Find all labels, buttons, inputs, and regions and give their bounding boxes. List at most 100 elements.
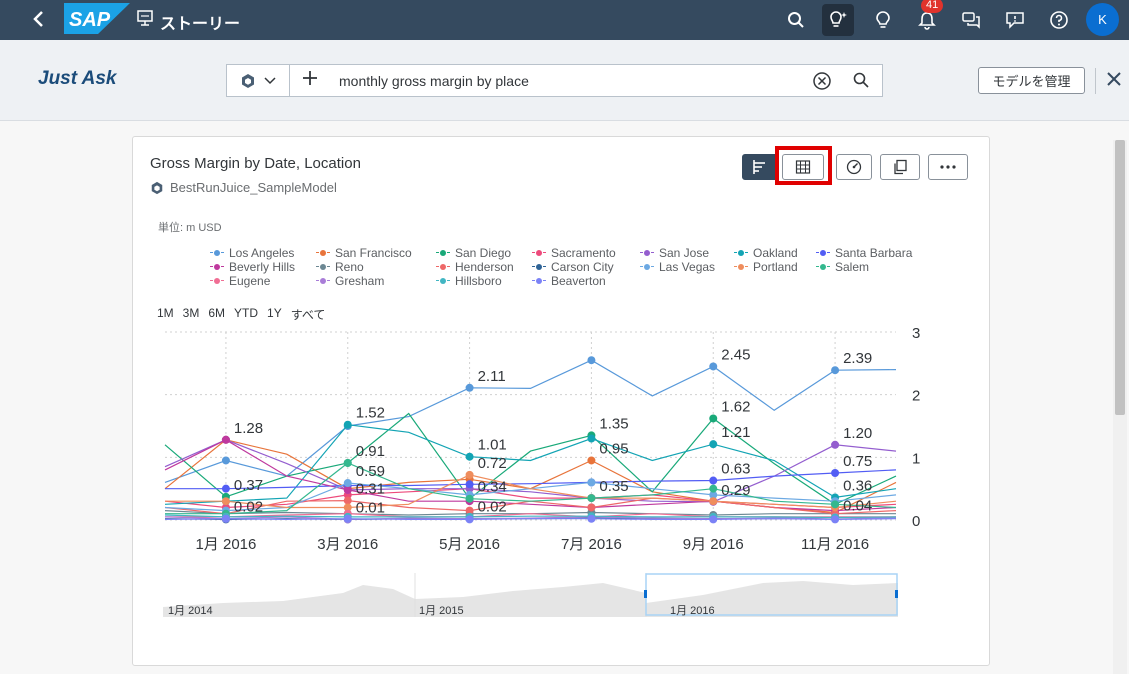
range-navigator[interactable]: 1月 2014 1月 2015 1月 2016 — [163, 573, 898, 617]
svg-text:SAP: SAP — [69, 9, 111, 31]
insights-button[interactable] — [867, 4, 899, 36]
time-range-option[interactable]: 3M — [182, 306, 200, 320]
legend-item[interactable]: San Diego — [436, 246, 511, 260]
back-button[interactable] — [26, 6, 52, 32]
search-icon — [853, 72, 869, 88]
legend-item[interactable]: Gresham — [316, 274, 384, 288]
plus-icon — [303, 71, 317, 85]
navigator-left-handle[interactable] — [644, 590, 647, 598]
model-name: BestRunJuice_SampleModel — [170, 180, 337, 195]
help-button[interactable] — [1043, 4, 1075, 36]
ask-query-input[interactable] — [339, 73, 799, 89]
legend-item[interactable]: Sacramento — [532, 246, 616, 260]
data-point — [343, 420, 352, 429]
data-label: 0.01 — [356, 499, 385, 516]
just-ask-button[interactable] — [822, 4, 854, 36]
time-range-option[interactable]: 1Y — [267, 306, 282, 320]
legend-item[interactable]: Las Vegas — [640, 260, 715, 274]
time-range-option[interactable]: 6M — [208, 306, 226, 320]
legend-marker — [436, 263, 450, 271]
legend-item[interactable]: Beverly Hills — [210, 260, 295, 274]
manage-model-button[interactable]: モデルを管理 — [978, 67, 1085, 94]
legend-label: San Jose — [659, 246, 710, 260]
legend-marker — [532, 249, 546, 257]
time-range-option[interactable]: 1M — [157, 306, 174, 320]
avatar[interactable]: K — [1086, 3, 1119, 36]
model-selector[interactable] — [227, 65, 290, 96]
legend-item[interactable]: Henderson — [436, 260, 514, 274]
sap-logo[interactable]: SAP — [64, 3, 130, 34]
feedback-button[interactable] — [999, 4, 1031, 36]
series-line — [164, 424, 897, 505]
y-tick-label: 2 — [912, 388, 920, 405]
time-range-option[interactable]: YTD — [234, 306, 259, 320]
legend-marker — [816, 249, 830, 257]
chat-icon — [962, 12, 980, 29]
series-line — [164, 518, 897, 521]
data-label: 1.35 — [599, 415, 628, 432]
data-point — [221, 497, 230, 506]
legend-item[interactable]: Portland — [734, 260, 798, 274]
notifications-button[interactable] — [911, 4, 943, 36]
data-label: 1.28 — [234, 420, 263, 437]
legend-item[interactable]: Santa Barbara — [816, 246, 912, 260]
copy-button[interactable] — [880, 154, 920, 180]
legend-item[interactable]: Hillsboro — [436, 274, 502, 288]
series-line — [164, 439, 897, 503]
scrollbar-thumb[interactable] — [1115, 140, 1125, 415]
data-label: 2.11 — [478, 368, 506, 385]
just-ask-bar: Just Ask モデルを管理 — [0, 40, 1129, 121]
table-view-button[interactable] — [782, 154, 824, 180]
legend-item[interactable]: Beaverton — [532, 274, 606, 288]
data-label: 1.01 — [478, 437, 507, 454]
chart-view-button[interactable] — [742, 154, 778, 180]
feedback-icon — [1006, 12, 1024, 29]
legend-item[interactable]: San Jose — [640, 246, 709, 260]
x-tick-label: 9月 2016 — [683, 536, 744, 553]
time-range-option[interactable]: すべて — [290, 308, 326, 322]
data-point — [587, 434, 596, 443]
navigator-label: 1月 2016 — [670, 605, 715, 617]
legend-item[interactable]: Oakland — [734, 246, 798, 260]
close-button[interactable] — [1106, 71, 1124, 89]
legend-label: Reno — [335, 260, 364, 274]
legend-label: Las Vegas — [659, 260, 716, 274]
series-line — [164, 359, 897, 483]
data-point — [465, 383, 474, 392]
legend-item[interactable]: Salem — [816, 260, 869, 274]
legend-item[interactable]: Carson City — [532, 260, 614, 274]
legend-item[interactable]: Eugene — [210, 274, 270, 288]
lightbulb-icon — [876, 11, 890, 28]
data-label: 0.37 — [234, 477, 263, 494]
shell-bar: SAP ストーリー 41 K — [0, 0, 1129, 40]
legend-item[interactable]: Los Angeles — [210, 246, 294, 260]
legend-marker — [640, 263, 654, 271]
data-point — [465, 494, 474, 503]
clear-button[interactable] — [812, 71, 832, 91]
result-card — [132, 136, 990, 666]
help-icon — [1050, 11, 1068, 29]
legend-item[interactable]: Reno — [316, 260, 364, 274]
legend-marker — [816, 263, 830, 271]
scrollbar[interactable] — [1113, 140, 1127, 674]
data-point — [343, 458, 352, 467]
navigator-right-handle[interactable] — [895, 590, 898, 598]
story-icon — [137, 10, 153, 26]
time-range-selector: 1M 3M 6M YTD 1Y すべて — [157, 306, 334, 323]
data-label: 0.59 — [356, 463, 385, 480]
smart-insights-button[interactable] — [836, 154, 872, 180]
data-point — [343, 479, 352, 488]
discussions-button[interactable] — [955, 4, 987, 36]
table-grid-icon — [795, 160, 811, 174]
legend-marker — [734, 249, 748, 257]
add-button[interactable] — [299, 69, 321, 91]
data-point — [587, 494, 596, 503]
data-label: 1.52 — [356, 405, 385, 422]
more-button[interactable] — [928, 154, 968, 180]
chart-bar-icon — [753, 160, 765, 174]
ask-search-button[interactable] — [852, 71, 872, 91]
search-button[interactable] — [780, 4, 812, 36]
legend-label: Los Angeles — [229, 246, 295, 260]
data-point — [587, 514, 596, 523]
legend-item[interactable]: San Francisco — [316, 246, 412, 260]
